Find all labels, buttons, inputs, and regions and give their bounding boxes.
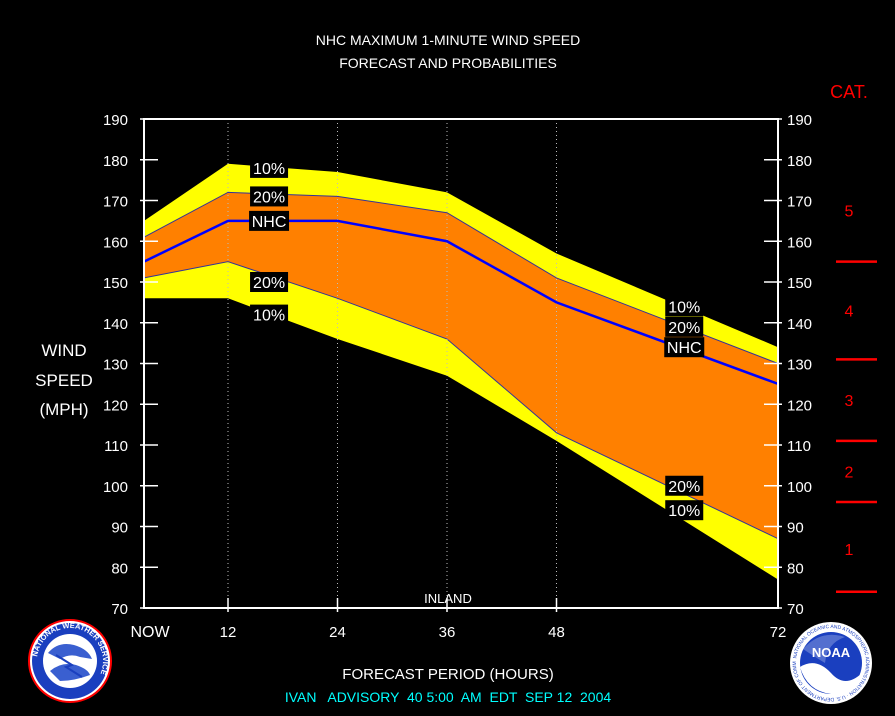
y-tick-label-left-140: 140 bbox=[103, 316, 128, 333]
category-title: CAT. bbox=[830, 82, 868, 102]
y-tick-label-right-110: 110 bbox=[787, 438, 811, 455]
band-label-bg-7 bbox=[664, 337, 705, 358]
y-tick-label-left-170: 170 bbox=[103, 194, 128, 211]
x-tick-label-72: 72 bbox=[770, 624, 787, 641]
y-tick-label-right-160: 160 bbox=[787, 234, 812, 251]
forecast-line-group bbox=[143, 219, 779, 386]
y-tick-label-left-70: 70 bbox=[111, 601, 128, 618]
band-label-bg-8 bbox=[665, 475, 704, 496]
advisory-footer: IVAN ADVISORY 40 5:00 AM EDT SEP 12 2004 bbox=[285, 689, 612, 705]
y-tick-label-right-80: 80 bbox=[787, 560, 804, 577]
y-tick-label-left-110: 110 bbox=[104, 438, 128, 455]
band-label-2: NHC bbox=[252, 214, 287, 231]
y-tick-label-left-90: 90 bbox=[111, 520, 128, 537]
noaa-logo: NOAA NATIONAL OCEANIC AND ATMOSPHERIC AD… bbox=[790, 622, 872, 704]
category-label-4: 4 bbox=[845, 304, 854, 321]
x-tick-label-NOW: NOW bbox=[130, 624, 170, 641]
y-tick-label-right-100: 100 bbox=[787, 479, 812, 496]
y-tick-label-right-170: 170 bbox=[787, 194, 812, 211]
x-tick-label-12: 12 bbox=[220, 624, 237, 641]
band-label-1: 20% bbox=[253, 189, 285, 206]
band-label-bg-9 bbox=[665, 500, 704, 521]
category-label-3: 3 bbox=[845, 393, 854, 410]
x-tick-label-48: 48 bbox=[548, 624, 565, 641]
category-label-2: 2 bbox=[845, 464, 854, 481]
y-axis: 70 70 80 80 90 90 100 100 110 110 120 120 130 130 140 1… bbox=[103, 112, 812, 618]
chart-subtitle: FORECAST AND PROBABILITIES bbox=[339, 55, 557, 71]
inland-annotation: INLAND bbox=[424, 591, 472, 606]
probability-bands bbox=[143, 163, 779, 580]
y-tick-label-left-190: 190 bbox=[103, 112, 128, 129]
band-label-9: 10% bbox=[668, 503, 700, 520]
y-tick-label-right-90: 90 bbox=[787, 520, 804, 537]
x-axis: NOW 12 24 36 48 72 bbox=[130, 598, 786, 641]
y-tick-label-right-180: 180 bbox=[787, 153, 812, 170]
y-tick-label-left-160: 160 bbox=[103, 234, 128, 251]
band-label-bg-0 bbox=[250, 157, 289, 178]
x-tick-label-24: 24 bbox=[329, 624, 346, 641]
band-labels: 10% 20% NHC 20% 10% 10% 20% NHC 20% 10% bbox=[249, 157, 705, 521]
y-tick-label-right-190: 190 bbox=[787, 112, 812, 129]
y-axis-label-line-3: (MPH) bbox=[39, 400, 88, 419]
nws-logo: NATIONAL WEATHER SERVICE bbox=[28, 619, 112, 703]
band-label-4: 10% bbox=[253, 308, 285, 325]
y-tick-label-right-150: 150 bbox=[787, 275, 812, 292]
band-label-7: NHC bbox=[667, 340, 702, 357]
x-tick-label-36: 36 bbox=[439, 624, 456, 641]
category-label-5: 5 bbox=[845, 204, 854, 221]
y-tick-label-left-100: 100 bbox=[103, 479, 128, 496]
chart-title: NHC MAXIMUM 1-MINUTE WIND SPEED bbox=[316, 32, 580, 48]
band-label-bg-5 bbox=[665, 296, 704, 317]
band-label-bg-6 bbox=[665, 316, 704, 337]
band-label-8: 20% bbox=[668, 479, 700, 496]
noaa-logo-label: NOAA bbox=[812, 645, 851, 660]
nhc-forecast-line bbox=[143, 219, 779, 386]
x-axis-label: FORECAST PERIOD (HOURS) bbox=[342, 666, 553, 683]
vertical-gridlines bbox=[227, 119, 557, 608]
band-label-0: 10% bbox=[253, 161, 285, 178]
band-label-6: 20% bbox=[668, 320, 700, 337]
band-label-bg-2 bbox=[249, 210, 290, 231]
y-tick-label-left-150: 150 bbox=[103, 275, 128, 292]
y-tick-label-left-180: 180 bbox=[103, 153, 128, 170]
category-scale: CAT. 1 2 3 4 5 bbox=[830, 82, 877, 593]
y-tick-label-right-130: 130 bbox=[787, 357, 812, 374]
band-edge-0 bbox=[143, 191, 779, 364]
y-tick-label-right-140: 140 bbox=[787, 316, 812, 333]
y-tick-label-right-120: 120 bbox=[787, 397, 812, 414]
band-20pct bbox=[144, 192, 778, 539]
band-label-bg-1 bbox=[250, 186, 289, 207]
band-label-bg-3 bbox=[250, 272, 289, 292]
band-label-bg-4 bbox=[250, 304, 289, 325]
y-tick-label-right-70: 70 bbox=[787, 601, 804, 618]
band-edge-1 bbox=[143, 261, 779, 540]
y-axis-label-line-1: WIND bbox=[41, 341, 86, 360]
y-tick-label-left-120: 120 bbox=[103, 397, 128, 414]
y-axis-label-line-2: SPEED bbox=[35, 371, 93, 390]
band-label-3: 20% bbox=[253, 275, 285, 292]
band-label-5: 10% bbox=[668, 299, 700, 316]
y-tick-label-left-130: 130 bbox=[103, 357, 128, 374]
y-tick-label-left-80: 80 bbox=[111, 560, 128, 577]
category-label-1: 1 bbox=[845, 542, 854, 559]
